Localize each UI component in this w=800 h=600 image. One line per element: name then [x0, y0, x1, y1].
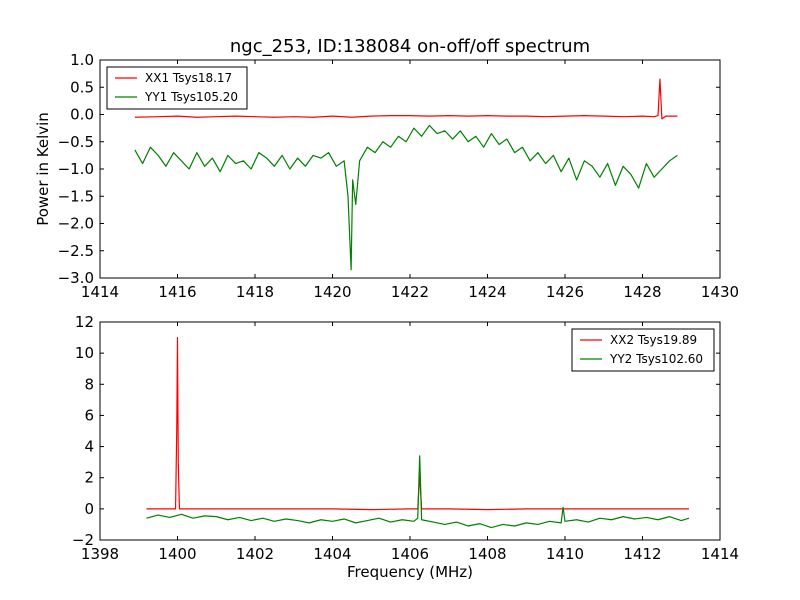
legend-label: XX1 Tsys18.17 [145, 71, 232, 85]
legend: XX1 Tsys18.17 YY1 Tsys105.20 [106, 66, 248, 110]
legend: XX2 Tsys19.89 YY2 Tsys102.60 [571, 328, 715, 372]
plot-area [146, 336, 690, 529]
axes-frame [99, 59, 721, 279]
legend-label: YY1 Tsys105.20 [144, 90, 238, 104]
x-tick-label: 1430 [701, 283, 739, 301]
y-tick-label: 8 [84, 375, 94, 393]
x-tick-label: 1400 [158, 545, 196, 563]
legend-label: YY2 Tsys102.60 [609, 352, 703, 366]
y-tick-label: 6 [84, 406, 94, 424]
y-tick-label: −2.0 [58, 215, 94, 233]
legend-box [571, 328, 715, 372]
x-tick-label: 1402 [236, 545, 274, 563]
y-tick-label: −2.5 [58, 242, 94, 260]
legend-box [106, 66, 248, 110]
y-tick-label: 10 [75, 344, 94, 362]
y-tick-label: −1.5 [58, 187, 94, 205]
x-tick-label: 1420 [313, 283, 351, 301]
bottom-panel: Frequency (MHz) 1398 1400 1402 1404 1406 1408… [72, 313, 739, 581]
x-tick-label: 1404 [313, 545, 351, 563]
series-line-yy [146, 455, 690, 529]
y-tick-label: −2 [72, 531, 94, 549]
x-tick-label: 1416 [158, 283, 196, 301]
x-tick-label: 1426 [546, 283, 584, 301]
series-line-xx [134, 78, 678, 120]
axis-ticks: 1398 1400 1402 1404 1406 1408 1410 1412 1414 −2 0 2… [72, 313, 739, 563]
series-line-yy [134, 124, 678, 271]
series-line-xx [146, 336, 689, 511]
y-tick-label: 0.0 [70, 106, 94, 124]
x-tick-label: 1398 [81, 545, 119, 563]
x-axis-label: Frequency (MHz) [347, 563, 473, 581]
x-tick-label: 1408 [468, 545, 506, 563]
y-tick-label: −1.0 [58, 160, 94, 178]
plot-area [134, 78, 678, 271]
x-tick-label: 1424 [468, 283, 506, 301]
y-tick-label: 0 [84, 500, 94, 518]
y-tick-label: 0.5 [70, 78, 94, 96]
y-tick-label: 1.0 [70, 51, 94, 69]
x-tick-label: 1414 [81, 283, 119, 301]
x-tick-label: 1418 [236, 283, 274, 301]
x-tick-label: 1414 [701, 545, 739, 563]
y-tick-label: 2 [84, 469, 94, 487]
x-tick-label: 1410 [546, 545, 584, 563]
x-tick-label: 1422 [391, 283, 429, 301]
y-tick-label: 4 [84, 438, 94, 456]
x-tick-label: 1428 [623, 283, 661, 301]
chart-title: ngc_253, ID:138084 on-off/off spectrum [230, 36, 590, 57]
x-tick-label: 1412 [623, 545, 661, 563]
axis-ticks: 1414 1416 1418 1420 1422 1424 1426 1428 1430 −3.0… [58, 51, 740, 301]
y-tick-label: −0.5 [58, 133, 94, 151]
axes-frame [99, 321, 721, 541]
y-tick-label: 12 [75, 313, 94, 331]
top-panel: ngc_253, ID:138084 on-off/off spectrum P… [34, 36, 739, 301]
legend-label: XX2 Tsys19.89 [610, 333, 697, 347]
x-tick-label: 1406 [391, 545, 429, 563]
y-tick-label: −3.0 [58, 269, 94, 287]
y-axis-label: Power in Kelvin [34, 112, 52, 226]
